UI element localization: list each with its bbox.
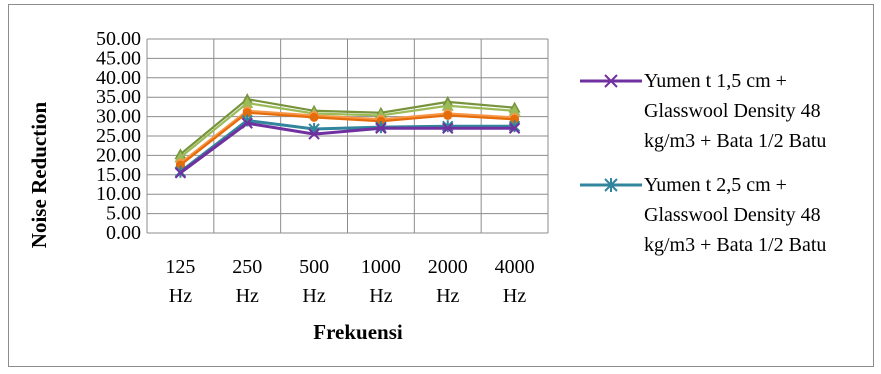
- x-axis-title: Frekuensi: [313, 320, 403, 344]
- legend-entry-series-1: Yumen t 1,5 cm + Glasswool Density 48 kg…: [578, 66, 868, 156]
- legend-label-series-1: Yumen t 1,5 cm + Glasswool Density 48 kg…: [644, 66, 864, 156]
- y-tick-label: 10.00: [96, 183, 141, 205]
- y-tick-label: 15.00: [96, 164, 141, 186]
- x-tick-unit-label: Hz: [169, 285, 192, 307]
- x-tick-label: 500: [299, 256, 329, 278]
- x-tick-label: 2000: [428, 256, 468, 278]
- y-tick-label: 35.00: [96, 86, 141, 108]
- y-tick-label: 50.00: [96, 28, 141, 50]
- legend-key-series-2: [578, 170, 644, 200]
- y-tick-label: 45.00: [96, 47, 141, 69]
- tick-labels: 0.005.0010.0015.0020.0025.0030.0035.0040…: [96, 28, 535, 307]
- x-tick-label: 4000: [495, 256, 535, 278]
- x-tick-label: 250: [232, 256, 262, 278]
- x-tick-unit-label: Hz: [436, 285, 459, 307]
- y-tick-label: 30.00: [96, 106, 141, 128]
- x-tick-unit-label: Hz: [236, 285, 259, 307]
- data-point: [310, 113, 319, 122]
- legend-label-series-2: Yumen t 2,5 cm + Glasswool Density 48 kg…: [644, 170, 864, 260]
- y-axis-title: Noise Reduction: [27, 101, 51, 248]
- y-tick-label: 5.00: [106, 203, 141, 225]
- x-tick-label: 125: [165, 256, 195, 278]
- y-tick-label: 20.00: [96, 144, 141, 166]
- x-tick-unit-label: Hz: [503, 285, 526, 307]
- legend-entry-series-2: Yumen t 2,5 cm + Glasswool Density 48 kg…: [578, 170, 868, 260]
- y-tick-label: 0.00: [106, 222, 141, 244]
- y-tick-label: 40.00: [96, 67, 141, 89]
- x-tick-unit-label: Hz: [302, 285, 325, 307]
- y-tick-label: 25.00: [96, 125, 141, 147]
- legend: Yumen t 1,5 cm + Glasswool Density 48 kg…: [578, 66, 868, 274]
- legend-key-series-1: [578, 66, 644, 96]
- data-point: [443, 111, 452, 120]
- x-tick-label: 1000: [361, 256, 401, 278]
- x-tick-unit-label: Hz: [369, 285, 392, 307]
